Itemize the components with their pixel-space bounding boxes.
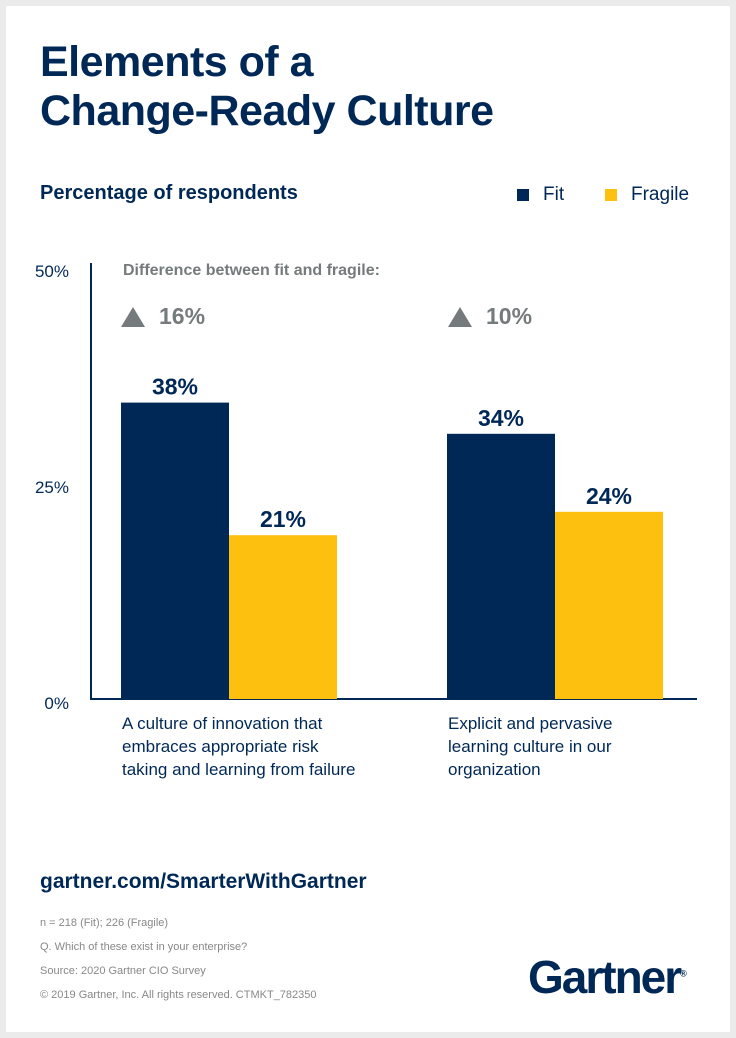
legend-swatch-fragile — [605, 189, 617, 201]
legend-fit: Fit — [517, 184, 564, 206]
legend-label: Fragile — [631, 184, 690, 205]
category-line: learning culture in our — [448, 737, 612, 756]
difference-1: 16% — [121, 303, 205, 330]
difference-value: 10% — [486, 303, 533, 329]
triangle-up-icon — [121, 306, 145, 327]
legend-swatch-fit — [517, 189, 529, 201]
category-label-2: Explicit and pervasive learning culture … — [448, 712, 612, 781]
category-line: embraces appropriate risk — [122, 737, 319, 756]
y-tick-label: 50% — [35, 262, 69, 281]
difference-value: 16% — [159, 303, 206, 329]
footer-note: Source: 2020 Gartner CIO Survey — [40, 965, 206, 977]
title-line: Change-Ready Culture — [40, 87, 494, 135]
y-tick-label: 0% — [44, 694, 69, 713]
data-label: 21% — [260, 506, 306, 532]
bar-fit — [447, 433, 555, 699]
legend-label: Fit — [543, 184, 565, 205]
bar-fragile — [555, 511, 663, 699]
category-line: organization — [448, 760, 541, 779]
footer-url[interactable]: gartner.com/SmarterWithGartner — [40, 870, 367, 893]
category-line: A culture of innovation that — [122, 714, 323, 733]
chart-subtitle: Percentage of respondents — [40, 182, 298, 204]
logo-text: Gartner — [528, 951, 682, 1003]
footer-note: n = 218 (Fit); 226 (Fragile) — [40, 917, 169, 929]
category-line: Explicit and pervasive — [448, 714, 613, 733]
page-title: Elements of a Change-Ready Culture — [40, 38, 494, 136]
y-tick-label: 25% — [35, 478, 69, 497]
bar-fit — [121, 402, 229, 699]
category-label-1: A culture of innovation that embraces ap… — [122, 712, 355, 781]
bar-fragile — [229, 535, 337, 699]
data-label: 24% — [586, 483, 632, 509]
category-line: taking and learning from failure — [122, 760, 356, 779]
difference-2: 10% — [448, 303, 532, 330]
footer-note: © 2019 Gartner, Inc. All rights reserved… — [40, 989, 317, 1001]
legend-fragile: Fragile — [605, 184, 689, 206]
data-label: 34% — [478, 405, 524, 431]
difference-header: Difference between fit and fragile: — [123, 262, 380, 279]
title-line: Elements of a — [40, 38, 314, 86]
triangle-up-icon — [448, 306, 472, 327]
footer-note: Q. Which of these exist in your enterpri… — [40, 941, 248, 953]
data-label: 38% — [152, 374, 198, 400]
gartner-logo: Gartner® — [528, 951, 687, 1003]
